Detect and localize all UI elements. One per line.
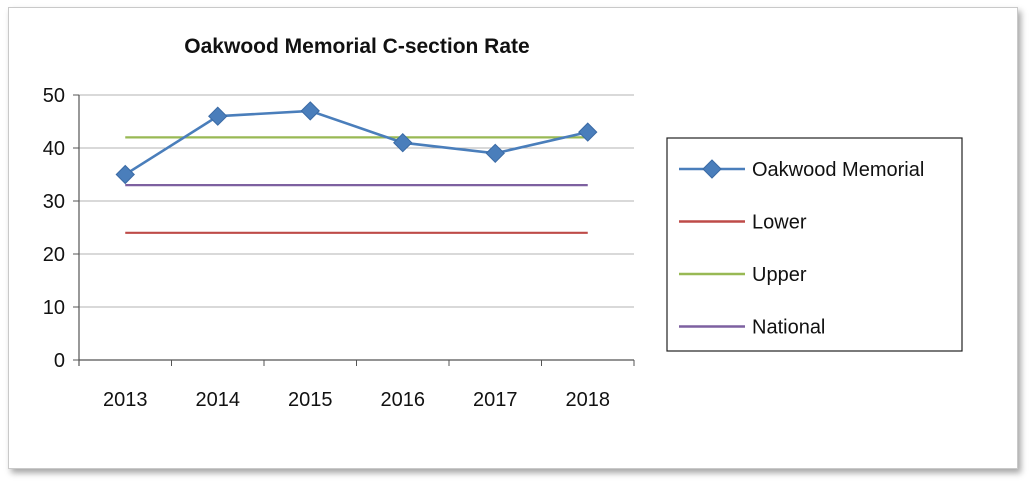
x-tick-label: 2015: [288, 389, 333, 411]
x-tick-label: 2016: [381, 389, 426, 411]
data-point: [485, 143, 505, 164]
legend-label: Upper: [752, 264, 807, 286]
x-tick-label: 2014: [196, 389, 241, 411]
y-tick-label: 10: [43, 297, 65, 319]
chart-title: Oakwood Memorial C-section Rate: [184, 35, 529, 58]
y-tick-label: 40: [43, 138, 65, 160]
x-tick-label: 2018: [566, 389, 611, 411]
data-point: [393, 132, 413, 153]
data-point: [115, 164, 135, 185]
data-point: [578, 122, 598, 142]
legend: Oakwood Memorial Lower Upper National: [666, 137, 963, 352]
data-point: [208, 106, 228, 126]
legend-label: Lower: [752, 212, 807, 234]
legend-label: Oakwood Memorial: [752, 159, 924, 181]
data-point: [300, 101, 320, 121]
x-tick-label: 2013: [103, 389, 148, 411]
x-axis-ticks: 2013 2014 2015 2016 2017 2018: [103, 389, 610, 411]
series-line-oakwood-memorial: [124, 109, 589, 176]
y-tick-label: 20: [43, 244, 65, 266]
axes: [73, 94, 635, 366]
x-tick-label: 2017: [473, 389, 518, 411]
y-tick-label: 0: [54, 350, 65, 372]
gridlines: [79, 94, 634, 308]
y-tick-label: 50: [43, 85, 65, 107]
y-axis-ticks: 0 10 20 30 40 50: [43, 85, 65, 372]
series-group: [115, 101, 598, 234]
legend-label: National: [752, 317, 825, 339]
legend-marker: [702, 159, 722, 179]
y-tick-label: 30: [43, 191, 65, 213]
